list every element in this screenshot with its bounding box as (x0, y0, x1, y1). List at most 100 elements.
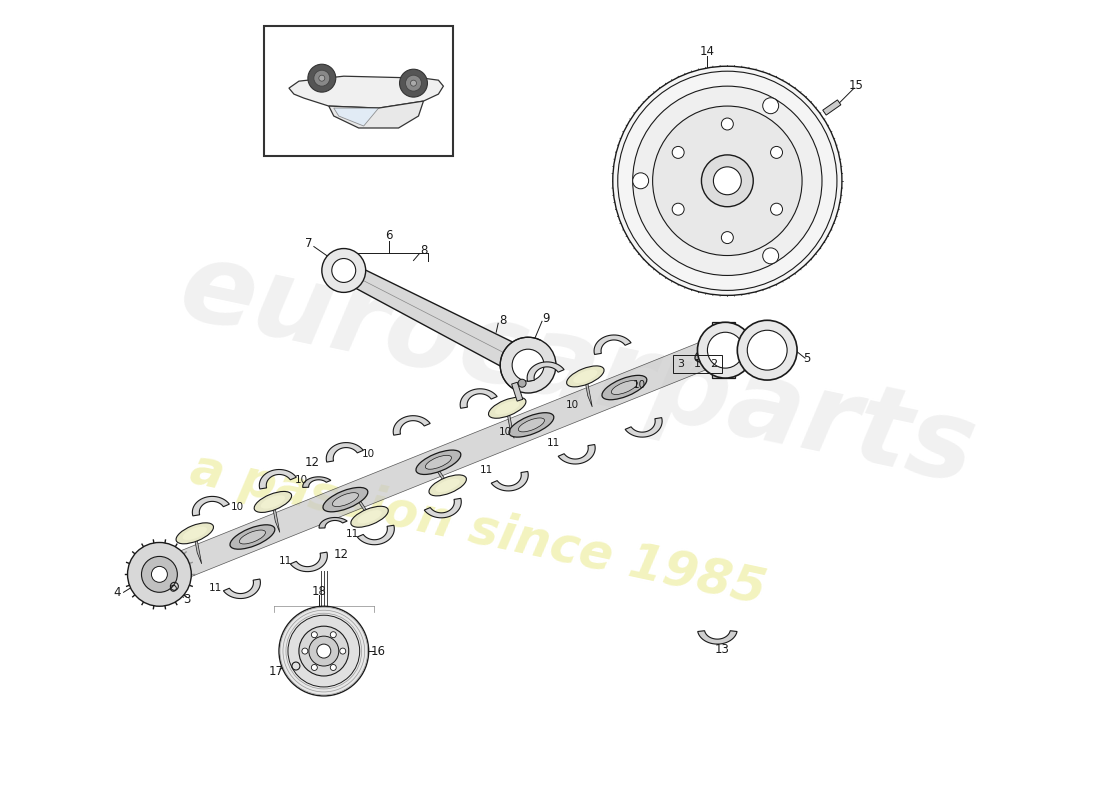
Circle shape (340, 648, 345, 654)
Polygon shape (492, 471, 528, 491)
Ellipse shape (509, 413, 553, 437)
Bar (823, 100, 840, 115)
Ellipse shape (323, 487, 367, 512)
Circle shape (737, 320, 797, 380)
Ellipse shape (612, 381, 638, 394)
Polygon shape (327, 442, 363, 462)
Circle shape (762, 248, 779, 264)
Circle shape (311, 632, 317, 638)
Ellipse shape (488, 398, 526, 418)
Ellipse shape (240, 530, 265, 544)
Ellipse shape (358, 510, 382, 523)
Text: 6: 6 (385, 229, 393, 242)
Text: 17: 17 (268, 665, 284, 678)
Text: 1: 1 (694, 359, 701, 369)
Text: 5: 5 (803, 352, 811, 365)
Circle shape (332, 258, 355, 282)
Polygon shape (289, 76, 443, 108)
Circle shape (722, 118, 734, 130)
Circle shape (142, 557, 177, 592)
Text: 2: 2 (710, 359, 717, 369)
Ellipse shape (695, 338, 740, 362)
Polygon shape (302, 477, 331, 487)
Text: 3: 3 (676, 359, 684, 369)
Ellipse shape (573, 370, 597, 383)
Text: 13: 13 (715, 642, 729, 655)
Text: 7: 7 (305, 237, 312, 250)
Ellipse shape (495, 401, 519, 414)
Circle shape (308, 64, 336, 92)
Ellipse shape (704, 343, 730, 357)
Polygon shape (713, 322, 735, 378)
Text: 8: 8 (499, 314, 507, 326)
Circle shape (771, 146, 782, 158)
Circle shape (406, 75, 421, 91)
Text: 10: 10 (362, 449, 375, 458)
Circle shape (301, 648, 308, 654)
Text: 18: 18 (311, 585, 327, 598)
Polygon shape (527, 362, 564, 382)
Polygon shape (192, 496, 230, 516)
Ellipse shape (566, 366, 604, 387)
Text: 10: 10 (499, 427, 513, 437)
Circle shape (672, 203, 684, 215)
Ellipse shape (426, 455, 451, 470)
Text: 3: 3 (184, 593, 191, 606)
Circle shape (309, 636, 339, 666)
Ellipse shape (436, 478, 460, 492)
Circle shape (152, 566, 167, 582)
Text: 10: 10 (634, 380, 646, 390)
Circle shape (762, 98, 779, 114)
Text: 16: 16 (371, 645, 386, 658)
Polygon shape (358, 526, 394, 545)
Polygon shape (425, 498, 461, 518)
Text: eurocarparts: eurocarparts (170, 234, 984, 506)
Ellipse shape (176, 523, 213, 544)
Circle shape (632, 173, 649, 189)
Circle shape (314, 70, 330, 86)
Text: 9: 9 (542, 312, 550, 325)
Circle shape (518, 379, 526, 387)
Polygon shape (271, 496, 279, 533)
Bar (264, 26, 453, 156)
Polygon shape (353, 490, 372, 522)
Circle shape (513, 349, 544, 381)
Polygon shape (319, 518, 348, 528)
Circle shape (317, 644, 331, 658)
Text: 4: 4 (113, 586, 121, 598)
Text: a passion since 1985: a passion since 1985 (186, 445, 770, 614)
Polygon shape (223, 579, 261, 598)
Text: 10: 10 (566, 400, 580, 410)
Text: 11: 11 (209, 582, 222, 593)
Ellipse shape (416, 450, 461, 474)
Circle shape (322, 249, 365, 292)
Polygon shape (192, 528, 201, 564)
Ellipse shape (261, 495, 285, 509)
Ellipse shape (332, 493, 359, 506)
Polygon shape (154, 338, 723, 587)
Polygon shape (339, 262, 535, 378)
Circle shape (702, 155, 754, 206)
Text: 8: 8 (420, 244, 427, 257)
Text: 15: 15 (848, 78, 864, 92)
Circle shape (771, 203, 782, 215)
Polygon shape (460, 389, 497, 408)
Circle shape (399, 70, 428, 97)
Polygon shape (290, 552, 328, 572)
Circle shape (652, 106, 802, 255)
Circle shape (714, 167, 741, 194)
Circle shape (299, 626, 349, 676)
Text: 11: 11 (279, 556, 293, 566)
Polygon shape (583, 371, 592, 407)
Text: 11: 11 (547, 438, 560, 448)
Ellipse shape (351, 506, 388, 527)
Circle shape (128, 542, 191, 606)
Circle shape (279, 606, 368, 696)
Ellipse shape (602, 375, 647, 400)
Polygon shape (558, 445, 595, 464)
Ellipse shape (138, 562, 182, 586)
Bar (512, 382, 522, 401)
Ellipse shape (183, 526, 207, 540)
Polygon shape (431, 458, 450, 491)
Text: 10: 10 (231, 502, 244, 512)
